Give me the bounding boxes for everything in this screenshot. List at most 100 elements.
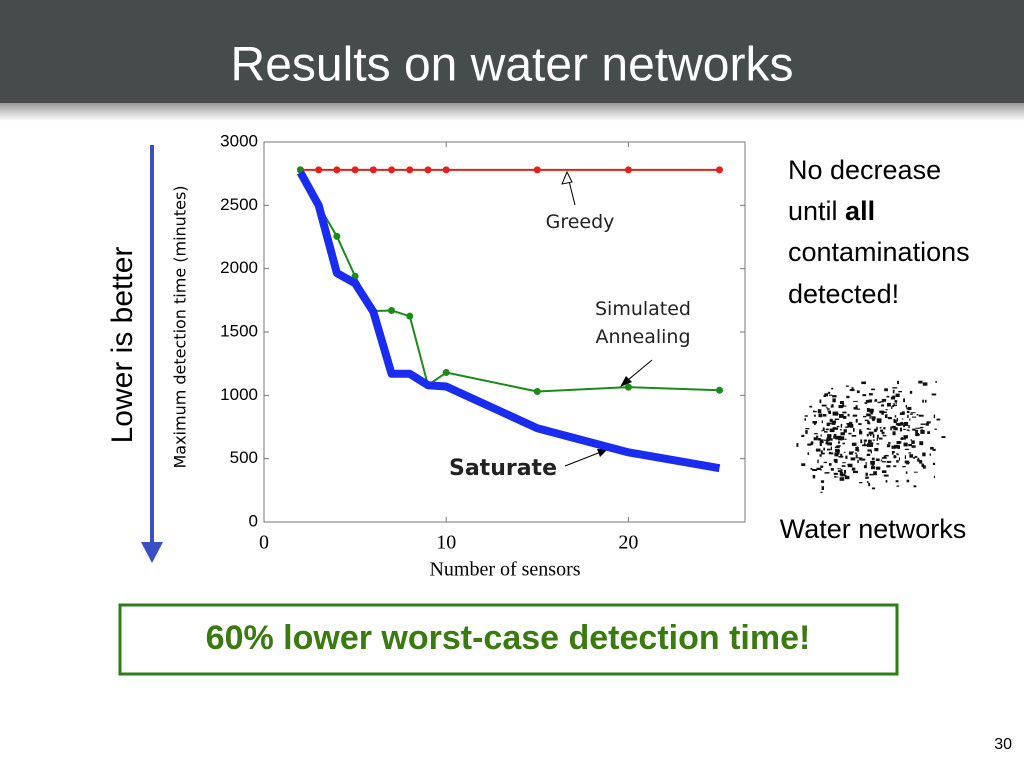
- note-line: No decrease: [788, 155, 941, 185]
- network-pixel: [851, 387, 854, 391]
- network-pixel: [897, 445, 900, 449]
- x-tick-label: 20: [618, 532, 638, 554]
- network-pixel: [865, 472, 868, 476]
- network-pixel: [893, 465, 897, 468]
- network-pixel: [869, 473, 874, 476]
- network-pixel: [876, 443, 880, 445]
- network-pixel: [908, 430, 910, 432]
- network-pixel: [857, 459, 859, 463]
- series-point: [442, 369, 450, 377]
- network-pixel: [822, 427, 825, 432]
- network-pixel: [809, 405, 813, 408]
- network-pixel: [893, 418, 896, 422]
- network-pixel: [904, 435, 908, 439]
- network-pixel: [821, 420, 823, 424]
- network-pixel: [827, 442, 832, 446]
- network-pixel: [827, 448, 831, 451]
- network-pixel: [839, 414, 844, 418]
- network-pixel: [853, 400, 858, 402]
- network-pixel: [915, 427, 921, 429]
- network-pixel: [932, 393, 937, 396]
- network-pixel: [900, 421, 903, 425]
- network-pixel: [820, 443, 822, 447]
- series-point: [369, 166, 377, 174]
- network-pixel: [896, 417, 898, 422]
- network-pixel: [833, 435, 837, 439]
- network-pixel: [891, 406, 893, 409]
- network-pixel: [906, 479, 910, 483]
- network-pixel: [901, 411, 905, 415]
- network-pixel: [810, 467, 813, 470]
- figure-caption: Water networks: [780, 514, 967, 544]
- network-pixel: [851, 435, 857, 437]
- network-pixel: [890, 396, 896, 400]
- network-pixel: [876, 418, 882, 423]
- network-pixel: [830, 468, 834, 471]
- network-pixel: [892, 389, 895, 394]
- network-pixel: [906, 429, 910, 431]
- network-pixel: [905, 471, 908, 474]
- network-pixel: [832, 411, 838, 416]
- network-pixel: [819, 399, 822, 404]
- network-pixel: [860, 439, 863, 444]
- annotation: Saturate: [448, 456, 557, 481]
- network-pixel: [878, 437, 883, 440]
- network-pixel: [913, 485, 917, 488]
- network-pixel: [805, 428, 810, 430]
- network-pixel: [899, 412, 904, 415]
- network-pixel: [892, 405, 895, 407]
- network-pixel: [821, 452, 825, 455]
- network-pixel: [823, 394, 826, 397]
- network-pixel: [833, 427, 839, 430]
- network-pixel: [820, 465, 824, 468]
- network-pixel: [821, 486, 824, 490]
- network-pixel: [839, 401, 844, 405]
- page-number: 30: [994, 736, 1012, 753]
- network-pixel: [867, 449, 872, 452]
- network-pixel: [834, 452, 839, 457]
- network-pixel: [848, 432, 852, 435]
- network-pixel: [904, 448, 910, 450]
- network-pixel: [828, 451, 832, 455]
- network-pixel: [884, 414, 888, 418]
- network-pixel: [858, 423, 862, 426]
- network-pixel: [871, 464, 875, 466]
- network-pixel: [883, 411, 887, 413]
- network-pixel: [807, 443, 812, 446]
- network-pixel: [864, 402, 868, 404]
- network-pixel: [853, 428, 855, 432]
- network-pixel: [887, 444, 891, 448]
- network-pixel: [886, 395, 890, 398]
- network-pixel: [849, 423, 854, 428]
- network-pixel: [877, 434, 879, 439]
- network-pixel: [856, 408, 860, 410]
- network-pixel: [917, 459, 920, 462]
- slide-title: Results on water networks: [231, 39, 794, 92]
- network-pixel: [844, 470, 846, 474]
- network-pixel: [814, 433, 818, 435]
- series-point: [351, 166, 359, 174]
- network-pixel: [839, 436, 845, 440]
- network-pixel: [909, 413, 913, 415]
- network-pixel: [901, 437, 906, 440]
- network-pixel: [892, 431, 896, 436]
- network-pixel: [907, 414, 909, 418]
- network-pixel: [835, 436, 840, 440]
- network-pixel: [827, 434, 832, 437]
- network-pixel: [855, 405, 858, 408]
- network-pixel: [845, 426, 849, 428]
- network-pixel: [819, 439, 824, 444]
- network-pixel: [922, 465, 926, 469]
- annotation: Greedy: [545, 211, 615, 233]
- network-pixel: [881, 398, 887, 402]
- network-pixel: [936, 418, 941, 421]
- network-pixel: [815, 448, 821, 452]
- network-pixel: [884, 388, 888, 392]
- header-shadow: [0, 103, 1024, 121]
- series-point: [333, 166, 341, 174]
- network-pixel: [820, 450, 823, 455]
- network-pixel: [859, 431, 863, 435]
- network-pixel: [881, 470, 887, 473]
- network-pixel: [850, 457, 856, 461]
- network-pixel: [913, 471, 918, 473]
